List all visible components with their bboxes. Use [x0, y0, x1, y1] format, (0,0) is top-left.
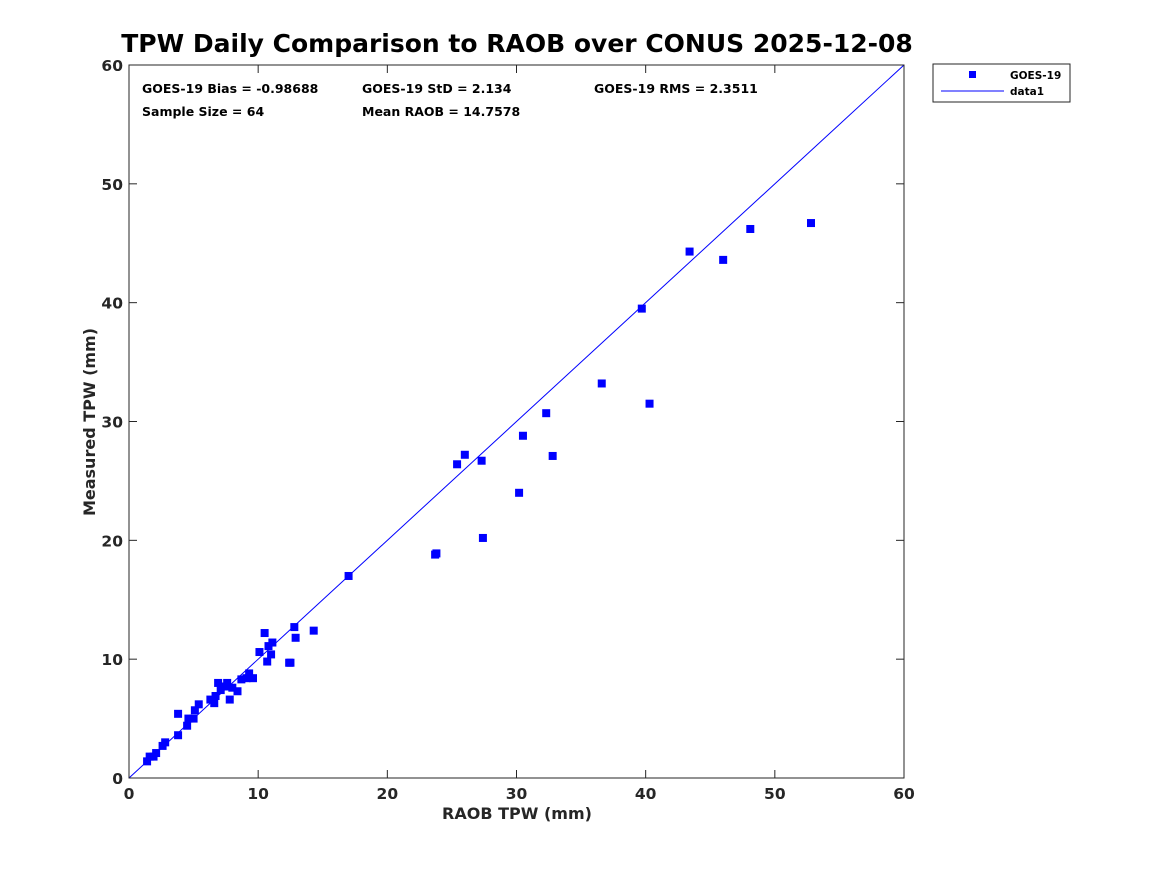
- stat-sample-size: Sample Size = 64: [142, 104, 264, 119]
- data-point: [255, 648, 264, 657]
- data-point: [242, 674, 251, 683]
- legend-label-data1: data1: [1010, 86, 1044, 98]
- data-point: [245, 669, 254, 678]
- legend-marker-goes19: [969, 71, 976, 78]
- data-point: [263, 657, 272, 666]
- data-points: [143, 219, 815, 766]
- x-tick-label: 10: [247, 785, 269, 803]
- data-point: [291, 633, 300, 642]
- x-axis-label: RAOB TPW (mm): [442, 804, 592, 823]
- data-point: [478, 533, 487, 542]
- data-point: [344, 571, 353, 580]
- data-point: [194, 700, 203, 709]
- data-point: [143, 757, 152, 766]
- data-point: [453, 460, 462, 469]
- data-point: [184, 714, 193, 723]
- data-point: [268, 638, 277, 647]
- data-point: [637, 304, 646, 313]
- data-point: [183, 721, 192, 730]
- data-point: [515, 488, 524, 497]
- data-point: [228, 683, 237, 692]
- data-point: [645, 399, 654, 408]
- data-point: [807, 219, 815, 228]
- x-tick-label: 50: [764, 785, 786, 803]
- data-point: [548, 451, 557, 460]
- legend-box: [932, 63, 1071, 103]
- data-point: [211, 692, 220, 701]
- data-point: [597, 379, 606, 388]
- data-point: [190, 706, 199, 715]
- data-point: [309, 626, 318, 635]
- data-point: [214, 678, 223, 687]
- stat-rms: GOES-19 RMS = 2.3511: [594, 81, 758, 96]
- data-point: [746, 224, 755, 233]
- chart-title: TPW Daily Comparison to RAOB over CONUS …: [121, 29, 913, 58]
- axis-ticks: 0 10 20 30 40 50 60 0 10 20 30 40 50 60: [101, 57, 915, 803]
- data-point: [174, 709, 183, 718]
- data-point: [286, 658, 295, 667]
- y-tick-label: 50: [101, 176, 123, 194]
- legend: GOES-19 data1: [932, 63, 1071, 103]
- data-point: [518, 431, 527, 440]
- stat-bias: GOES-19 Bias = -0.98688: [142, 81, 318, 96]
- x-tick-label: 20: [377, 785, 399, 803]
- data-point: [189, 714, 198, 723]
- data-point: [237, 675, 246, 684]
- data-point: [432, 549, 441, 558]
- data-point: [233, 687, 242, 696]
- y-tick-label: 40: [101, 295, 123, 313]
- x-tick-label: 30: [506, 785, 528, 803]
- data-point: [161, 738, 170, 747]
- data-point: [260, 629, 269, 638]
- stat-std: GOES-19 StD = 2.134: [362, 81, 512, 96]
- y-tick-label: 0: [112, 770, 123, 788]
- x-tick-label: 60: [893, 785, 915, 803]
- y-axis-label: Measured TPW (mm): [80, 328, 99, 516]
- y-tick-label: 10: [101, 651, 123, 669]
- x-tick-label: 40: [635, 785, 657, 803]
- y-tick-label: 60: [101, 57, 123, 75]
- x-tick-label: 0: [124, 785, 135, 803]
- stat-mean-raob: Mean RAOB = 14.7578: [362, 104, 520, 119]
- legend-label-goes19: GOES-19: [1010, 70, 1061, 82]
- y-tick-label: 20: [101, 532, 123, 550]
- data-point: [542, 409, 551, 418]
- axes-box: [128, 64, 905, 779]
- data-point: [249, 674, 257, 683]
- data-point: [290, 623, 299, 632]
- data-point: [460, 450, 469, 459]
- data-point: [267, 650, 276, 659]
- data-point: [225, 695, 234, 704]
- y-tick-label: 30: [101, 414, 123, 432]
- reference-line-layer: [128, 64, 905, 779]
- data-point: [216, 686, 225, 695]
- data-point: [152, 749, 161, 758]
- data-point: [685, 247, 694, 256]
- reference-line-data1: [128, 64, 905, 779]
- data-point: [223, 678, 232, 687]
- data-point: [210, 699, 219, 708]
- data-point: [477, 456, 486, 465]
- data-point: [719, 255, 728, 264]
- data-point: [174, 731, 183, 740]
